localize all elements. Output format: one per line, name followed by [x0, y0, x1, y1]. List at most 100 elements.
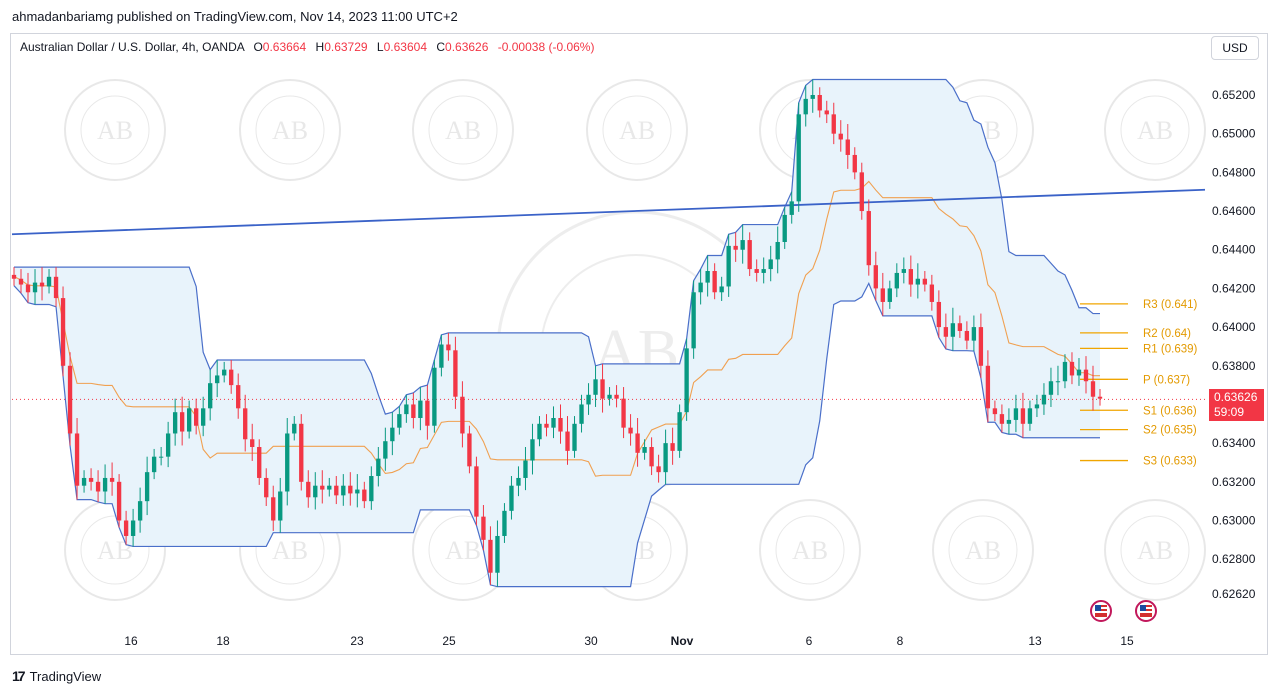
candle-body: [614, 394, 619, 399]
candle-body: [88, 477, 94, 482]
candle-body: [53, 276, 59, 299]
tradingview-logo-icon: 17: [12, 668, 26, 684]
candle-body: [348, 485, 353, 494]
candle-body: [1055, 381, 1061, 383]
watermark-text: AB: [445, 116, 481, 145]
candle-body: [109, 477, 115, 482]
candle-body: [488, 539, 493, 573]
candle-body: [705, 271, 710, 283]
candle-body: [824, 110, 829, 115]
pivot-label: S3 (0.633): [1143, 456, 1197, 468]
candle-body: [193, 408, 199, 426]
watermark-ring: [948, 515, 1018, 585]
candle-body: [733, 245, 738, 250]
candle-body: [334, 485, 339, 496]
flag-stripe: [1140, 611, 1152, 613]
candle-body: [74, 433, 80, 486]
tradingview-logo[interactable]: 17 TradingView: [12, 668, 101, 684]
watermark-text: AB: [792, 536, 828, 565]
candle-body: [151, 456, 157, 473]
candle-body: [964, 330, 970, 341]
current-price-value: 0.63626: [1214, 390, 1258, 404]
candle-body: [880, 288, 885, 302]
candle-body: [1020, 408, 1026, 424]
candle-body: [817, 95, 822, 111]
y-tick-label: 0.63400: [1212, 436, 1256, 450]
watermark-ring: [255, 95, 325, 165]
candle-body: [1069, 361, 1075, 376]
candle-body: [165, 433, 171, 457]
candle-body: [950, 323, 956, 337]
watermark-ring: [1104, 79, 1206, 181]
candle-body: [684, 348, 689, 413]
candle-body: [1027, 408, 1033, 424]
candle-body: [306, 481, 311, 498]
candle-body: [908, 269, 913, 285]
current-price-tag: 0.63626 59:09: [1209, 389, 1264, 421]
y-tick-label: 0.65000: [1212, 127, 1256, 141]
watermark-ring: [1120, 515, 1190, 585]
candle-body: [130, 520, 136, 536]
candle-body: [285, 433, 290, 492]
channel-upper-line: [14, 78, 1100, 415]
candle-body: [376, 458, 381, 477]
candle-body: [1013, 408, 1019, 420]
watermark-logo: AB: [759, 499, 861, 601]
candle-body: [796, 114, 801, 202]
candle-body: [418, 400, 423, 418]
candle-body: [852, 154, 857, 173]
candle-body: [383, 441, 388, 459]
candle-body: [922, 278, 928, 285]
watermark-ring: [932, 499, 1034, 601]
x-tick-label: 30: [584, 634, 598, 648]
candle-body: [123, 520, 129, 536]
candle-body: [999, 414, 1005, 424]
channel-lower-line: [13, 281, 1100, 588]
candle-body: [25, 284, 31, 293]
tradingview-brand: TradingView: [29, 668, 102, 684]
currency-button[interactable]: USD: [1211, 36, 1259, 60]
close-label: C: [436, 40, 446, 54]
watermark-ring: [80, 515, 150, 585]
us-flag-event-icon[interactable]: [1135, 600, 1157, 622]
us-flag-event-icon[interactable]: [1090, 600, 1112, 622]
y-tick-label: 0.65200: [1212, 88, 1256, 102]
candle-body: [992, 408, 998, 415]
candle-body: [649, 447, 654, 467]
candle-body: [593, 379, 598, 395]
pivot-levels: R3 (0.641) R2 (0.64) R1 (0.639) P (0.637) S1…: [1080, 299, 1198, 468]
candle-body: [1076, 369, 1082, 376]
watermark-logo: AB: [64, 79, 166, 181]
candle-body: [803, 98, 808, 115]
watermark-ring: [428, 95, 498, 165]
candle-body: [264, 477, 269, 498]
candle-body: [201, 408, 206, 426]
x-tick-label: 13: [1028, 634, 1042, 648]
candle-body: [11, 274, 17, 279]
candle-body: [761, 269, 766, 273]
x-tick-label: 23: [350, 634, 364, 648]
candle-body: [698, 282, 703, 293]
candle-body: [257, 447, 262, 478]
candle-body: [102, 477, 108, 492]
candle-body: [502, 510, 507, 536]
candle-body: [663, 443, 668, 473]
watermark-text: AB: [272, 536, 308, 565]
candle-body: [712, 271, 717, 293]
watermark-text: AB: [1137, 116, 1173, 145]
x-tick-label: Nov: [671, 634, 694, 648]
candle-body: [411, 404, 416, 418]
y-tick-label: 0.64400: [1212, 243, 1256, 257]
close-value: 0.63626: [445, 40, 489, 54]
x-tick-label: 16: [124, 634, 138, 648]
candle-body: [943, 327, 949, 337]
watermark-logo: AB: [1104, 79, 1206, 181]
candle-body: [726, 245, 731, 287]
candle-body: [985, 365, 991, 409]
candle-body: [236, 385, 241, 409]
candle-body: [67, 365, 73, 434]
candle-body: [810, 95, 815, 99]
y-tick-label: 0.64800: [1212, 165, 1256, 179]
candle-body: [250, 439, 255, 448]
